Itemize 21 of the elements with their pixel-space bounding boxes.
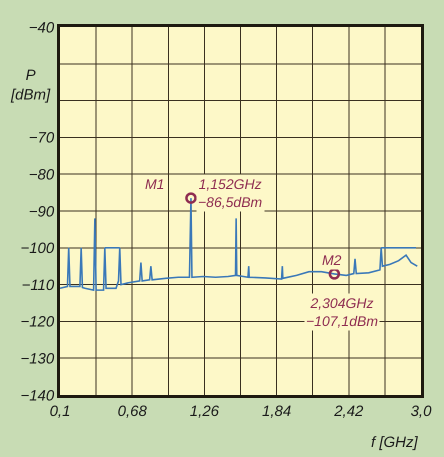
y-tick-label: −100 (20, 240, 55, 258)
y-tick-label: −90 (28, 203, 55, 220)
x-tick-label: 3,0 (410, 402, 432, 420)
y-tick-label: −140 (20, 387, 55, 404)
y-tick-label: −130 (20, 350, 55, 368)
y-tick-label: −120 (20, 314, 55, 331)
y-tick-label: −70 (28, 130, 55, 147)
x-axis-title: f [GHz] (371, 434, 418, 451)
y-tick-label: −40 (28, 19, 55, 36)
x-tick-label: 0,68 (118, 402, 148, 420)
annotation: 1,152GHz −86,5dBm (198, 176, 263, 210)
annotation: 2,304GHz −107,1dBm (306, 295, 378, 330)
y-tick-label: −80 (28, 166, 55, 184)
x-tick-label: 1,26 (190, 402, 220, 420)
x-tick-label: 1,84 (262, 402, 292, 420)
y-tick-label: −110 (22, 276, 55, 294)
x-tick-label: 2,42 (333, 402, 364, 420)
x-tick-label: 0,1 (50, 402, 70, 420)
annotation: M2 (322, 252, 342, 268)
annotation: M1 (145, 176, 164, 192)
y-axis-title: P [dBm] (10, 67, 52, 104)
